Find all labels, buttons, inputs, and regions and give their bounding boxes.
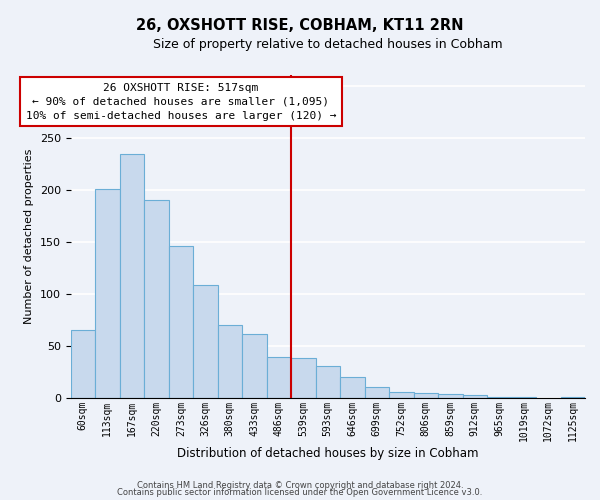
X-axis label: Distribution of detached houses by size in Cobham: Distribution of detached houses by size … xyxy=(177,447,479,460)
Bar xyxy=(316,366,340,398)
Bar xyxy=(169,246,193,398)
Bar xyxy=(193,286,218,398)
Title: Size of property relative to detached houses in Cobham: Size of property relative to detached ho… xyxy=(153,38,503,51)
Y-axis label: Number of detached properties: Number of detached properties xyxy=(24,148,34,324)
Bar xyxy=(340,377,365,398)
Bar xyxy=(242,334,266,398)
Bar xyxy=(119,154,144,398)
Bar xyxy=(95,188,119,398)
Bar xyxy=(71,330,95,398)
Bar xyxy=(512,396,536,398)
Bar xyxy=(560,396,585,398)
Bar xyxy=(144,200,169,398)
Bar xyxy=(487,396,512,398)
Bar xyxy=(266,357,291,398)
Bar xyxy=(291,358,316,398)
Text: 26 OXSHOTT RISE: 517sqm
← 90% of detached houses are smaller (1,095)
10% of semi: 26 OXSHOTT RISE: 517sqm ← 90% of detache… xyxy=(26,82,336,120)
Text: Contains public sector information licensed under the Open Government Licence v3: Contains public sector information licen… xyxy=(118,488,482,497)
Text: Contains HM Land Registry data © Crown copyright and database right 2024.: Contains HM Land Registry data © Crown c… xyxy=(137,480,463,490)
Text: 26, OXSHOTT RISE, COBHAM, KT11 2RN: 26, OXSHOTT RISE, COBHAM, KT11 2RN xyxy=(136,18,464,32)
Bar xyxy=(365,387,389,398)
Bar xyxy=(218,325,242,398)
Bar xyxy=(438,394,463,398)
Bar xyxy=(463,396,487,398)
Bar xyxy=(413,394,438,398)
Bar xyxy=(389,392,413,398)
